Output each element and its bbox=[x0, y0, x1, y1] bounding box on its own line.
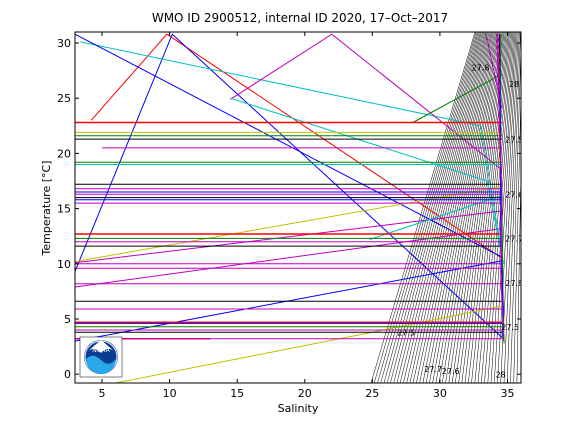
isopycnal-line bbox=[383, 32, 480, 383]
y-tick-label: 5 bbox=[64, 313, 71, 326]
density-label: 27.5 bbox=[397, 329, 415, 338]
x-axis-ticks: 5 10 15 20 25 30 35 bbox=[99, 32, 515, 400]
isopycnal-line bbox=[464, 32, 507, 383]
noaa-logo: NOAA bbox=[79, 336, 123, 378]
isopycnal-line bbox=[468, 32, 508, 383]
isopycnal-line bbox=[471, 32, 509, 383]
isopycnal-line bbox=[416, 32, 491, 383]
density-label: 28 bbox=[496, 371, 506, 380]
density-label: 27.5 bbox=[505, 135, 523, 144]
data-series bbox=[75, 33, 505, 383]
profile-series-3 bbox=[80, 41, 504, 264]
isopycnal-line bbox=[370, 32, 476, 383]
density-label: 27.6 bbox=[442, 367, 460, 376]
isopycnal-line bbox=[380, 32, 479, 383]
isopycnal-line bbox=[481, 32, 513, 383]
y-tick-label: 0 bbox=[64, 368, 71, 381]
y-axis-label: Temperature [°C] bbox=[40, 161, 53, 257]
isopycnal-line bbox=[419, 32, 492, 383]
profile-series-2 bbox=[75, 33, 504, 340]
isopycnal-line bbox=[429, 32, 495, 383]
isopycnal-line bbox=[493, 32, 517, 383]
chart-title: WMO ID 2900512, internal ID 2020, 17–Oct… bbox=[152, 11, 448, 25]
x-tick-label: 5 bbox=[99, 387, 106, 400]
profile-series-11 bbox=[412, 73, 503, 123]
profile-series-8 bbox=[75, 210, 504, 264]
isopycnal-line bbox=[406, 32, 488, 383]
isopycnal-line bbox=[422, 32, 493, 383]
isopycnal-line bbox=[448, 32, 502, 383]
isopycnal-line bbox=[516, 158, 521, 383]
isopycnal-line bbox=[451, 32, 503, 383]
profile-series-48 bbox=[496, 34, 504, 335]
noaa-logo-text: NOAA bbox=[92, 347, 110, 354]
x-tick-label: 10 bbox=[163, 387, 177, 400]
isopycnal-line bbox=[442, 32, 500, 383]
isopycnal-line bbox=[458, 32, 505, 383]
isopycnal-line bbox=[455, 32, 504, 383]
density-label: 27.5 bbox=[501, 323, 519, 332]
isopycnal-line bbox=[506, 32, 521, 383]
profile-series-4 bbox=[230, 33, 503, 171]
x-tick-label: 20 bbox=[298, 387, 312, 400]
density-label: 27.8 bbox=[505, 279, 523, 288]
x-tick-label: 30 bbox=[433, 387, 447, 400]
isopycnal-line bbox=[438, 32, 499, 383]
density-label: 27.7 bbox=[505, 235, 523, 244]
isopycnal-line bbox=[386, 32, 481, 383]
x-tick-label: 35 bbox=[501, 387, 515, 400]
isopycnal-line bbox=[390, 32, 482, 383]
y-axis-ticks: 0 5 10 15 20 25 30 bbox=[57, 37, 521, 381]
profile-series-1 bbox=[90, 33, 504, 331]
density-label: 27.7 bbox=[424, 365, 442, 374]
isopycnal-line bbox=[445, 32, 501, 383]
x-tick-label: 25 bbox=[365, 387, 379, 400]
isopycnal-line bbox=[432, 32, 496, 383]
y-tick-label: 10 bbox=[57, 258, 71, 271]
isopycnal-line bbox=[484, 32, 514, 383]
x-axis-label: Salinity bbox=[278, 402, 319, 415]
y-tick-label: 25 bbox=[57, 92, 71, 105]
y-tick-label: 30 bbox=[57, 37, 71, 50]
x-tick-label: 15 bbox=[230, 387, 244, 400]
profile-series-6 bbox=[230, 97, 504, 264]
isopycnal-line bbox=[425, 32, 494, 383]
density-label: 27.8 bbox=[472, 64, 490, 73]
density-label: 27.6 bbox=[505, 191, 523, 200]
isopycnal-line bbox=[513, 85, 521, 383]
plot-frame bbox=[74, 31, 522, 384]
isopycnal-line bbox=[412, 32, 490, 383]
y-tick-label: 20 bbox=[57, 147, 71, 160]
density-contours bbox=[370, 32, 521, 383]
isopycnal-line bbox=[497, 32, 518, 383]
isopycnal-line bbox=[373, 32, 477, 383]
isopycnal-line bbox=[490, 32, 516, 383]
profile-series-12 bbox=[75, 186, 503, 263]
isopycnal-line bbox=[503, 32, 520, 383]
isopycnal-line bbox=[409, 32, 489, 383]
density-label: 28 bbox=[509, 80, 519, 89]
y-tick-label: 15 bbox=[57, 203, 71, 216]
isopycnal-line bbox=[377, 32, 478, 383]
isopycnal-line bbox=[510, 39, 521, 383]
